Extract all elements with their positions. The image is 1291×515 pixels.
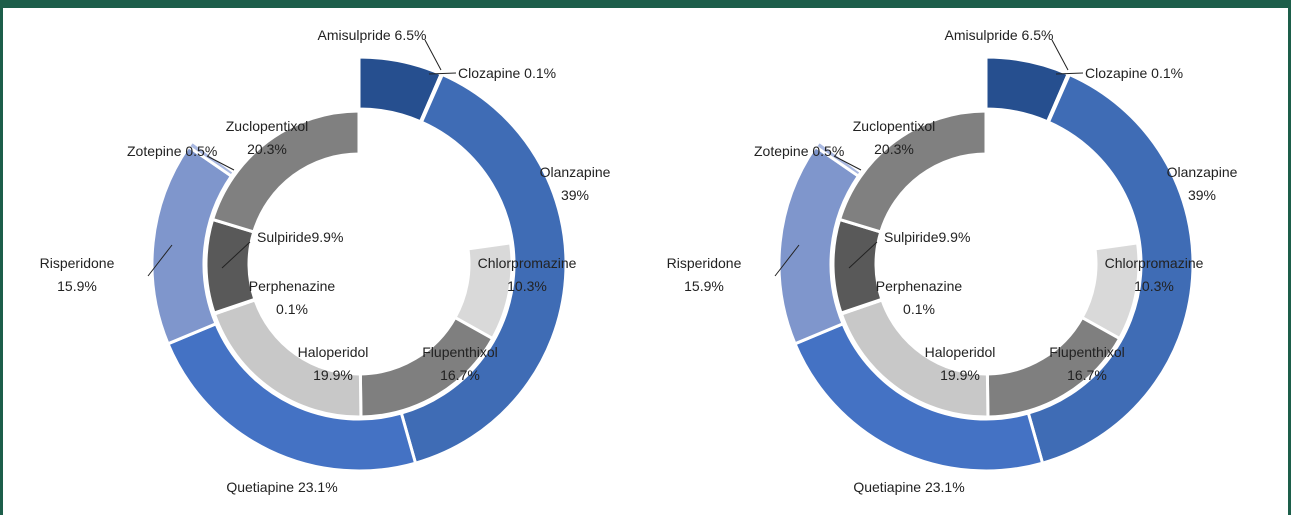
data-label: Haloperidol 19.9% [298,344,369,383]
label-value: 20.3% [247,141,287,157]
label-value: 10.3% [507,278,547,294]
label-name: Quetiapine [853,479,921,495]
leader-line [428,72,457,75]
label-value: 39% [561,187,589,203]
label-value: 0.1% [1151,65,1183,81]
leader-line [848,241,878,269]
label-name: Risperidone [40,255,115,271]
data-label: Chlorpromazine 10.3% [1105,255,1204,294]
data-label: Olanzapine 39% [1167,164,1238,203]
leader-line [206,155,235,171]
label-name: Haloperidol [298,344,369,360]
label-name: Zotepine [127,143,182,159]
label-name: Clozapine [1085,65,1147,81]
data-label: Olanzapine 39% [540,164,611,203]
leader-line [221,241,251,269]
label-name: Olanzapine [540,164,611,180]
label-name: Olanzapine [1167,164,1238,180]
data-label: Risperidone 15.9% [667,255,742,294]
data-label: Perphenazine 0.1% [876,278,963,317]
label-name: Amisulpride [945,27,1018,43]
label-value: 0.5% [185,143,217,159]
label-value: 9.9% [938,229,970,245]
label-value: 0.1% [276,301,308,317]
data-label: Risperidone 15.9% [40,255,115,294]
leader-line [1051,39,1069,71]
label-name: Flupenthixol [1049,344,1125,360]
label-value: 39% [1188,187,1216,203]
data-label: Zotepine 0.5% [127,143,217,159]
data-label: Perphenazine 0.1% [249,278,336,317]
outer-segment [399,72,568,465]
label-name: Clozapine [458,65,520,81]
label-value: 0.1% [903,301,935,317]
data-label: Chlorpromazine 10.3% [478,255,577,294]
data-label: Sulpiride9.9% [884,229,970,245]
leader-line [833,155,862,171]
data-label: Flupenthixol 16.7% [422,344,498,383]
inner-segment [837,109,988,234]
label-name: Perphenazine [249,278,336,294]
label-value: 23.1% [925,479,965,495]
label-name: Sulpiride [257,229,312,245]
label-value: 19.9% [940,367,980,383]
label-name: Perphenazine [876,278,963,294]
label-value: 20.3% [874,141,914,157]
label-name: Chlorpromazine [1105,255,1204,271]
data-label: Zotepine 0.5% [754,143,844,159]
label-value: 15.9% [684,278,724,294]
data-label: Sulpiride9.9% [257,229,343,245]
label-name: Flupenthixol [422,344,498,360]
inner-segment [204,217,257,316]
donut-chart: Amisulpride 6.5% Clozapine 0.1% Olanzapine… [40,27,611,495]
right-border [1288,0,1291,515]
inner-segment [831,217,884,316]
data-label: Quetiapine 23.1% [853,479,964,495]
label-name: Risperidone [667,255,742,271]
label-value: 6.5% [1022,27,1054,43]
data-label: Amisulpride 6.5% [318,27,427,43]
label-name: Amisulpride [318,27,391,43]
label-value: 6.5% [395,27,427,43]
data-label: Quetiapine 23.1% [226,479,337,495]
label-name: Zuclopentixol [853,118,936,134]
label-name: Sulpiride [884,229,939,245]
label-name: Zotepine [754,143,809,159]
label-value: 15.9% [57,278,97,294]
label-value: 16.7% [1067,367,1107,383]
donut-chart: Amisulpride 6.5% Clozapine 0.1% Olanzapine… [667,27,1238,495]
leader-line [1055,72,1084,75]
label-value: 0.5% [812,143,844,159]
data-label: Zuclopentixol 20.3% [853,118,936,157]
label-value: 0.1% [524,65,556,81]
data-label: Zuclopentixol 20.3% [226,118,309,157]
label-name: Zuclopentixol [226,118,309,134]
leader-line [424,39,442,71]
label-value: 19.9% [313,367,353,383]
label-name: Chlorpromazine [478,255,577,271]
label-value: 16.7% [440,367,480,383]
data-label: Haloperidol 19.9% [925,344,996,383]
label-value: 10.3% [1134,278,1174,294]
label-value: 23.1% [298,479,338,495]
outer-segment [1026,72,1195,465]
label-name: Quetiapine [226,479,294,495]
label-name: Haloperidol [925,344,996,360]
data-label: Flupenthixol 16.7% [1049,344,1125,383]
top-bar [0,0,1291,8]
label-value: 9.9% [311,229,343,245]
inner-segment [210,109,361,234]
data-label: Amisulpride 6.5% [945,27,1054,43]
leader-line [774,244,800,277]
data-label: Clozapine 0.1% [1085,65,1183,81]
leader-line [147,244,173,277]
left-border [0,0,3,515]
data-label: Clozapine 0.1% [458,65,556,81]
